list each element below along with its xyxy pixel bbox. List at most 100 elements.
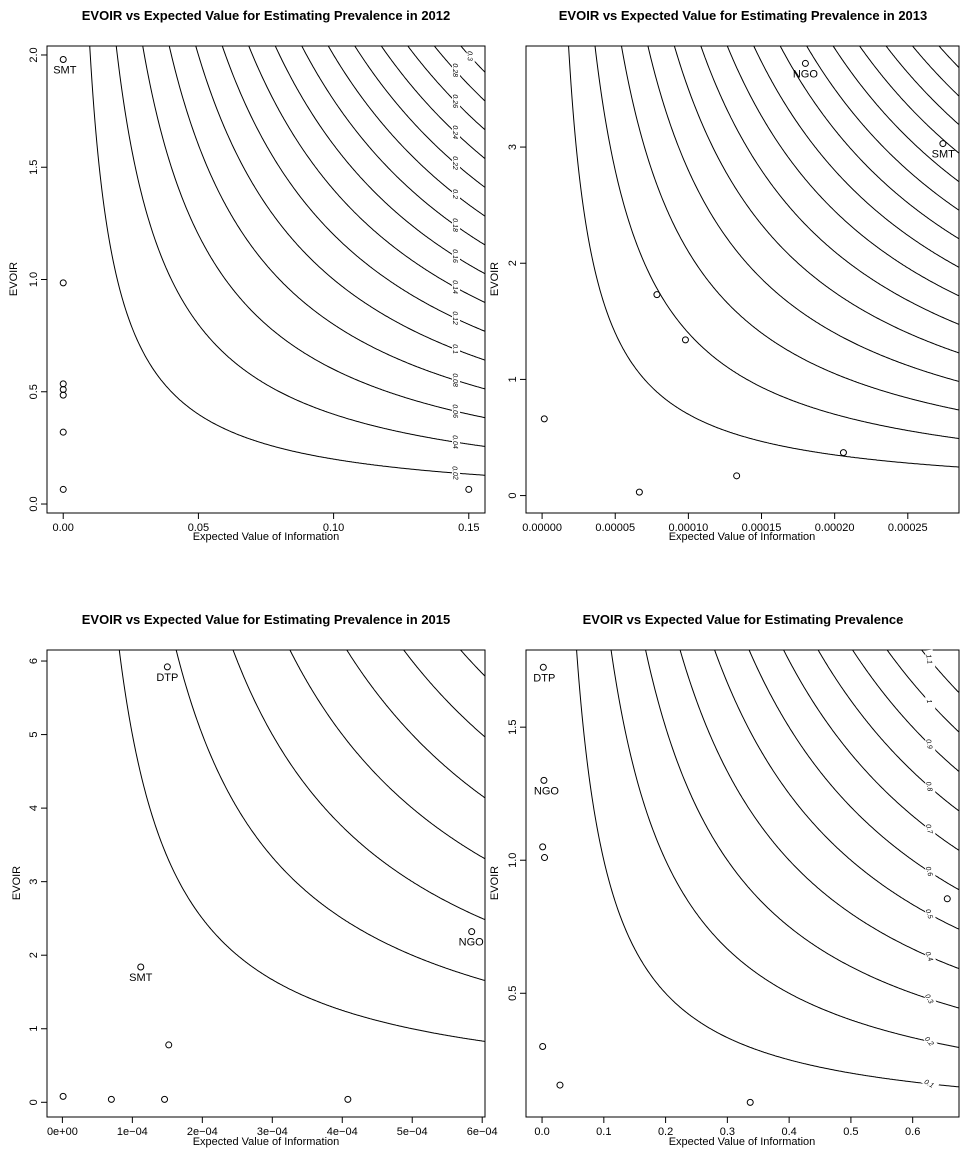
contour-label-bg [451,185,461,204]
y-tick-label: 1.5 [507,720,519,735]
data-point [344,1095,352,1103]
contour-line [568,46,959,468]
contour-line [346,650,485,799]
point-label: DTP [156,672,178,684]
data-point [59,1092,67,1100]
chart-title: EVOIR vs Expected Value for Estimating P… [583,612,904,627]
contour-line [576,650,959,1088]
contour-line [779,46,959,240]
y-axis-label: EVOIR [489,262,501,296]
data-point [746,1098,754,1106]
point-label: NGO [793,68,819,80]
data-point [540,415,548,423]
contour-line [407,46,485,131]
contour-line [115,46,485,447]
contour-line [289,650,485,860]
contour-label-bg [923,903,937,924]
contour-line [142,46,485,419]
x-axis-ticks: 0.0 0.1 0.2 0.3 0.4 0.5 0.6 [534,1117,920,1138]
data-point [556,1081,564,1089]
x-tick-label: 0.4 [781,1126,796,1138]
x-tick-label: 0.6 [905,1126,920,1138]
contour-line [885,46,959,125]
data-point [733,472,741,480]
y-tick-label: 1.0 [507,853,519,868]
y-tick-label: 1.0 [28,272,40,287]
data-point [939,140,947,148]
x-tick-label: 5e−04 [397,1126,428,1138]
contour-line [459,650,485,677]
x-tick-label: 0.0 [534,1126,549,1138]
chart-title: EVOIR vs Expected Value for Estimating P… [82,8,451,23]
contour-label-bg [919,1074,940,1091]
data-point [465,485,473,493]
contour-line [274,46,485,275]
contour-label: 0.1 [451,340,461,359]
contour-line [89,46,485,476]
contour-label-text: 0.04 [451,435,459,449]
data-point [801,59,809,67]
contour-line [647,46,959,382]
contour-label-bg [451,309,461,328]
x-tick-label: 1e−04 [117,1126,148,1138]
contour-line [679,650,959,970]
contour-label-text: 0.02 [450,466,458,480]
data-point [681,336,689,344]
x-tick-label: 0.00015 [742,522,782,534]
x-tick-label: 3e−04 [257,1126,288,1138]
x-tick-label: 0.15 [458,522,479,534]
data-point [539,843,547,851]
plot-frame [525,649,960,1118]
contour-label-text: 0.1 [923,1079,935,1090]
contour-line [783,650,959,851]
data-point [59,485,67,493]
contour-label-bg [451,432,461,452]
contour-line [354,46,485,188]
contour-label-bg [451,123,461,142]
contour-label-bg [451,401,461,421]
data-point [163,663,171,671]
contour-line [118,650,485,1042]
contour-label-text: 0.26 [451,94,458,108]
x-axis-label: Expected Value of Information [669,1136,816,1148]
point-label: SMT [129,972,153,984]
contour-label: 0.5 [923,903,937,924]
x-tick-label: 0e+00 [47,1126,78,1138]
contour-line [714,650,959,930]
y-tick-label: 0.5 [507,986,519,1001]
x-tick-label: 0.00 [53,522,74,534]
contour-label: 0.26 [451,92,461,111]
data-point [539,663,547,671]
data-point [468,928,476,936]
x-tick-label: 0.00020 [815,522,855,534]
x-axis-ticks: 0e+00 1e−04 2e−04 3e−04 4e−04 5e−04 6e−04 [47,1117,498,1138]
contour-label: 1 [924,691,936,711]
contour-line [301,46,485,246]
contour-line [852,650,959,772]
point-labels: NGO SMT [793,68,955,160]
x-axis-label: Expected Value of Information [193,531,340,543]
contour-label-text: 0.06 [451,404,458,418]
x-tick-label: 0.3 [720,1126,735,1138]
data-point [541,854,549,862]
contour-label: 0.2 [451,185,461,204]
contour-line [886,650,959,733]
data-points [59,663,476,1103]
data-point [59,55,67,63]
contour-label-bg [922,946,938,966]
y-tick-label: 5 [28,732,40,738]
contour-labels: 0.02 0.04 0.06 0.08 0.1 0.12 0.14 0.16 0.18 0.2 0.… [450,46,475,483]
chart-panel-2013: EVOIR vs Expected Value for Estimating P… [489,8,960,543]
contour-line [753,46,959,268]
contour-label-bg [451,247,461,266]
contour-label-bg [466,46,475,66]
y-tick-label: 4 [28,805,40,811]
contour-line [168,46,485,390]
contour-line [620,46,959,411]
data-point [540,776,548,784]
contour-label-text: 0.28 [451,63,458,77]
y-tick-label: 3 [507,144,519,150]
data-point [653,291,661,299]
contour-label-bg [451,154,461,173]
